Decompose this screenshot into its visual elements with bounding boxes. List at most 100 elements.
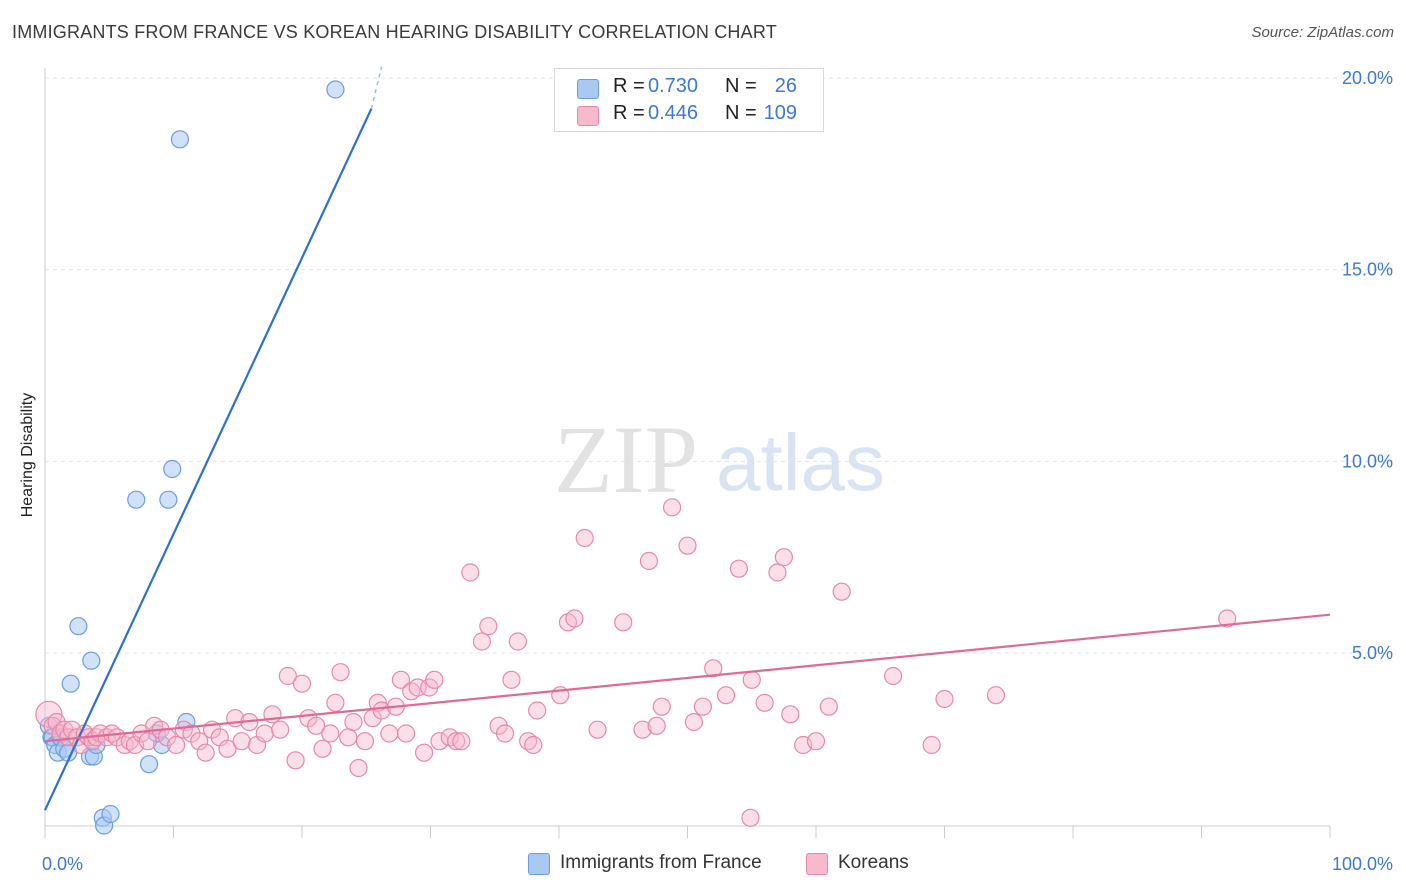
korea-point <box>307 716 326 735</box>
korea-point <box>326 693 345 712</box>
y-tick-label: 15.0% <box>1342 260 1393 280</box>
grid-lines <box>45 77 1395 654</box>
korea-point <box>355 732 375 751</box>
korea-point <box>588 720 607 739</box>
legend-swatch-france <box>577 79 599 99</box>
france-point <box>163 459 182 479</box>
korea-point <box>528 701 547 720</box>
legend-n-label: N = <box>725 102 757 124</box>
korea-point <box>614 613 633 632</box>
korea-point <box>524 735 543 755</box>
korea-point <box>321 724 340 743</box>
korea-point <box>479 617 498 636</box>
watermark: ZIP atlas <box>554 406 885 513</box>
korea-point <box>832 582 851 601</box>
korea-point <box>729 559 749 578</box>
korea-point <box>684 712 704 732</box>
france-point <box>82 651 101 670</box>
korea-point <box>286 751 305 770</box>
korea-point <box>461 563 480 582</box>
legend-r-value: 0.446 <box>648 102 699 124</box>
korea-point <box>768 563 787 582</box>
series-korea-points <box>35 498 1237 827</box>
korea-point <box>380 724 399 743</box>
korea-point <box>271 720 290 739</box>
korea-point <box>741 808 760 827</box>
source-label: Source: ZipAtlas.com <box>1251 24 1394 41</box>
trend-lines <box>44 66 1331 811</box>
korea-point <box>922 735 941 755</box>
korea-point <box>255 724 274 743</box>
korea-point <box>232 732 251 751</box>
korea-point <box>781 705 800 724</box>
korea-point <box>47 712 66 732</box>
france-point <box>61 674 80 693</box>
watermark-atlas: atlas <box>716 418 885 507</box>
korea-point <box>35 700 63 728</box>
korea-point <box>575 528 594 548</box>
korea-point <box>166 735 186 755</box>
korea-point <box>806 732 826 751</box>
korea-point <box>391 670 411 689</box>
korea-point <box>508 632 527 651</box>
watermark-zip: ZIP <box>554 406 698 513</box>
france-point <box>101 804 120 824</box>
korea-point <box>339 728 358 747</box>
korea-point <box>678 536 697 555</box>
korea-point <box>313 739 332 758</box>
korea-point <box>396 724 416 743</box>
korea-point <box>652 697 671 716</box>
y-tick-label: 10.0% <box>1342 451 1393 471</box>
korea-trend-line <box>44 613 1331 743</box>
korea-point <box>819 697 838 716</box>
france-point <box>326 80 345 99</box>
korea-point <box>755 693 774 712</box>
bottom-legend-swatch-koreans <box>806 853 828 875</box>
legend-r-value: 0.730 <box>648 75 699 97</box>
chart-title: IMMIGRANTS FROM FRANCE VS KOREAN HEARING… <box>12 22 777 42</box>
france-trend-line <box>44 108 373 811</box>
korea-point <box>414 743 434 762</box>
france-point <box>170 130 190 149</box>
korea-point <box>742 670 761 689</box>
korea-point <box>452 732 471 751</box>
korea-point <box>472 632 491 651</box>
bottom-legend-swatch-france <box>528 853 550 875</box>
korea-point <box>716 686 736 705</box>
legend-r-label: R = <box>613 102 645 124</box>
legend-n-value: 26 <box>774 75 797 97</box>
korea-point <box>349 758 368 778</box>
x-tick-label: 100.0% <box>1332 854 1393 874</box>
y-tick-label: 5.0% <box>1352 643 1393 663</box>
france-trend-extension <box>370 66 383 109</box>
korea-point <box>502 670 521 689</box>
korea-point <box>662 498 682 517</box>
korea-point <box>1218 609 1237 628</box>
korea-point <box>693 697 713 716</box>
korea-point <box>986 686 1006 705</box>
x-tick-label: 0.0% <box>42 854 83 874</box>
bottom-legend-label-koreans: Koreans <box>838 852 909 873</box>
axes <box>44 68 1331 838</box>
legend-n-value: 109 <box>763 102 797 124</box>
korea-point <box>565 609 584 628</box>
stats-legend: R = 0.730 N = 26 R = 0.446 N = 109 <box>554 68 824 132</box>
france-point <box>69 617 88 636</box>
korea-point <box>495 724 515 743</box>
korea-point <box>704 659 723 678</box>
legend-swatch-koreans <box>577 106 599 126</box>
korea-point <box>196 743 215 762</box>
y-tick-label: 20.0% <box>1342 68 1393 88</box>
korea-point <box>935 689 954 709</box>
france-point <box>159 490 178 509</box>
france-point <box>139 755 159 774</box>
korea-point <box>182 724 201 743</box>
korea-point <box>344 712 363 732</box>
korea-point <box>447 732 466 751</box>
korea-point <box>278 666 297 686</box>
korea-point <box>218 739 237 758</box>
korea-point <box>774 548 793 567</box>
france-point <box>127 490 146 509</box>
korea-point <box>372 701 391 720</box>
